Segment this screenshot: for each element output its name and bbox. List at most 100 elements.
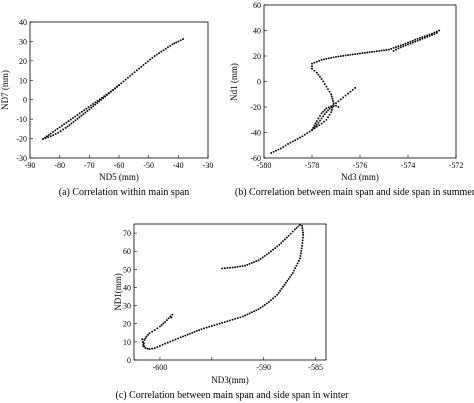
panel-c-series-2-point bbox=[282, 285, 284, 288]
panel-b-series-1-point bbox=[373, 50, 376, 53]
panel-c-series-2-point bbox=[221, 267, 224, 270]
panel-b-series-1-point bbox=[332, 102, 335, 105]
panel-a-series-2-point bbox=[67, 120, 70, 123]
panel-c-series-2-point bbox=[301, 239, 304, 242]
panel-c-series-2-point bbox=[263, 254, 266, 257]
panel-b-series-1-point bbox=[320, 58, 323, 61]
panel-a-y-tick-label: 10 bbox=[19, 76, 27, 85]
panel-a-series-2-point bbox=[69, 118, 72, 121]
panel-a-series-3-point bbox=[169, 44, 172, 47]
panel-a-y-tick-label: 40 bbox=[19, 18, 27, 27]
panel-c-x-label: ND3(mm) bbox=[211, 375, 249, 385]
panel-c-points bbox=[141, 223, 305, 351]
panel-c-y-tick-label: 40 bbox=[123, 283, 131, 292]
panel-c-series-2-point bbox=[274, 295, 277, 298]
panel-c-series-2-point bbox=[141, 338, 144, 341]
panel-b-series-1-point bbox=[294, 139, 297, 142]
panel-b-series-1-point bbox=[395, 46, 397, 49]
panel-a-series-2-point bbox=[92, 103, 94, 105]
panel-a-series-3-point bbox=[135, 69, 138, 72]
panel-b-series-1-point bbox=[380, 49, 383, 52]
panel-c-series-1-point bbox=[153, 329, 156, 332]
panel-c-series-2-point bbox=[284, 281, 287, 284]
panel-c-series-2-point bbox=[156, 346, 159, 349]
panel-c-series-2-point bbox=[287, 277, 290, 280]
panel-c-y-tick-label: 20 bbox=[123, 320, 131, 329]
panel-a-series-2-point bbox=[107, 92, 110, 95]
panel-b-series-1-point bbox=[354, 53, 357, 56]
panel-b-series-3-point bbox=[335, 104, 337, 107]
panel-b-series-1-point bbox=[349, 53, 352, 56]
panel-b-x-tick-label: -580 bbox=[257, 161, 272, 170]
panel-b-series-4-point bbox=[435, 32, 438, 34]
panel-b-series-2-point bbox=[319, 119, 321, 122]
panel-c-series-2-point bbox=[241, 265, 244, 268]
panel-b-series-1-point bbox=[423, 35, 426, 38]
panel-c-series-2-point bbox=[297, 259, 300, 262]
panel-c-series-2-point bbox=[293, 269, 295, 272]
panel-b-series-1-point bbox=[327, 57, 330, 60]
panel-c-series-2-point bbox=[171, 339, 174, 342]
panel-a-series-1-point bbox=[76, 117, 79, 120]
panel-c-series-2-point bbox=[297, 225, 300, 228]
panel-b-series-1-point bbox=[419, 36, 421, 39]
panel-c-series-2-point bbox=[295, 264, 298, 267]
panel-b-series-1-point bbox=[328, 113, 331, 116]
panel-c-series-1-point bbox=[151, 330, 154, 333]
panel-c-series-2-point bbox=[299, 257, 302, 260]
panel-c-series-2-point bbox=[153, 347, 156, 350]
panel-a-series-2-point bbox=[83, 109, 86, 112]
panel-c-series-2-point bbox=[242, 315, 244, 318]
panel-a-y-tick-label: 0 bbox=[23, 96, 27, 105]
panel-c-series-2-point bbox=[141, 340, 144, 343]
panel-b-series-2-point bbox=[347, 92, 349, 95]
panel-a-series-3-point bbox=[167, 46, 169, 49]
panel-b-series-1-point bbox=[378, 49, 381, 52]
panel-c-y-tick-label: 70 bbox=[123, 229, 131, 238]
panel-b-series-2-point bbox=[320, 117, 323, 120]
panel-b-series-1-point bbox=[311, 67, 313, 70]
panel-c: -600 -590 -585 0 10 20 30 40 50 60 70 ND3(mm) ND1(… bbox=[113, 223, 350, 401]
panel-c-series-2-point bbox=[301, 231, 304, 234]
panel-a-series-1-point bbox=[98, 100, 101, 103]
panel-a-series-2-point bbox=[78, 112, 81, 115]
panel-a-series-1-point bbox=[88, 108, 91, 111]
panel-c-series-2-point bbox=[148, 348, 151, 351]
panel-c-series-2-point bbox=[255, 260, 258, 263]
panel-a-series-3-point bbox=[146, 60, 149, 63]
panel-b-series-1-point bbox=[319, 75, 321, 78]
panel-c-series-2-point bbox=[257, 259, 260, 262]
panel-c-caption: (c) Correlation between main span and si… bbox=[116, 390, 350, 401]
panel-b-series-3-point bbox=[330, 105, 333, 108]
panel-b-series-4-point bbox=[402, 45, 405, 48]
panel-a-series-2-point bbox=[52, 131, 54, 133]
panel-a-series-1-point bbox=[100, 98, 103, 101]
panel-b-series-1-point bbox=[404, 42, 407, 45]
panel-a-series-3-point bbox=[124, 78, 127, 81]
panel-b-series-2-point bbox=[342, 96, 345, 99]
panel-a-series-3-point bbox=[138, 67, 140, 70]
panel-b-series-2-point bbox=[315, 123, 318, 126]
panel-c-series-2-point bbox=[234, 266, 237, 269]
panel-a-ticks: -90 -80 -70 -60 -50 -40 -30 -30 -20 -10 0 10 20 30 40 bbox=[16, 18, 213, 170]
panel-c-series-2-point bbox=[301, 229, 304, 232]
panel-c-series-2-point bbox=[234, 317, 237, 320]
panel-c-series-2-point bbox=[253, 261, 255, 264]
panel-a-series-3-point bbox=[151, 56, 154, 59]
panel-b-series-1-point bbox=[277, 148, 280, 151]
panel-b-y-tick-label: 60 bbox=[253, 1, 261, 10]
panel-a-x-tick-label: -60 bbox=[114, 161, 125, 170]
panel-c-y-tick-label: 0 bbox=[127, 356, 131, 365]
panel-a-series-2-point bbox=[63, 123, 66, 126]
panel-c-series-2-point bbox=[226, 320, 229, 323]
panel-b-series-4-point bbox=[399, 46, 402, 49]
panel-b-series-1-point bbox=[327, 116, 329, 119]
panel-c-series-2-point bbox=[290, 273, 293, 276]
panel-b-series-2-point bbox=[354, 86, 357, 89]
panel-a-series-2-point bbox=[45, 135, 48, 138]
panel-b-series-1-point bbox=[331, 97, 334, 100]
panel-c-series-2-point bbox=[244, 264, 246, 267]
panel-b-y-tick-label: 0 bbox=[257, 78, 261, 87]
panel-b-series-1-point bbox=[414, 38, 417, 41]
panel-c-series-2-point bbox=[158, 344, 161, 347]
